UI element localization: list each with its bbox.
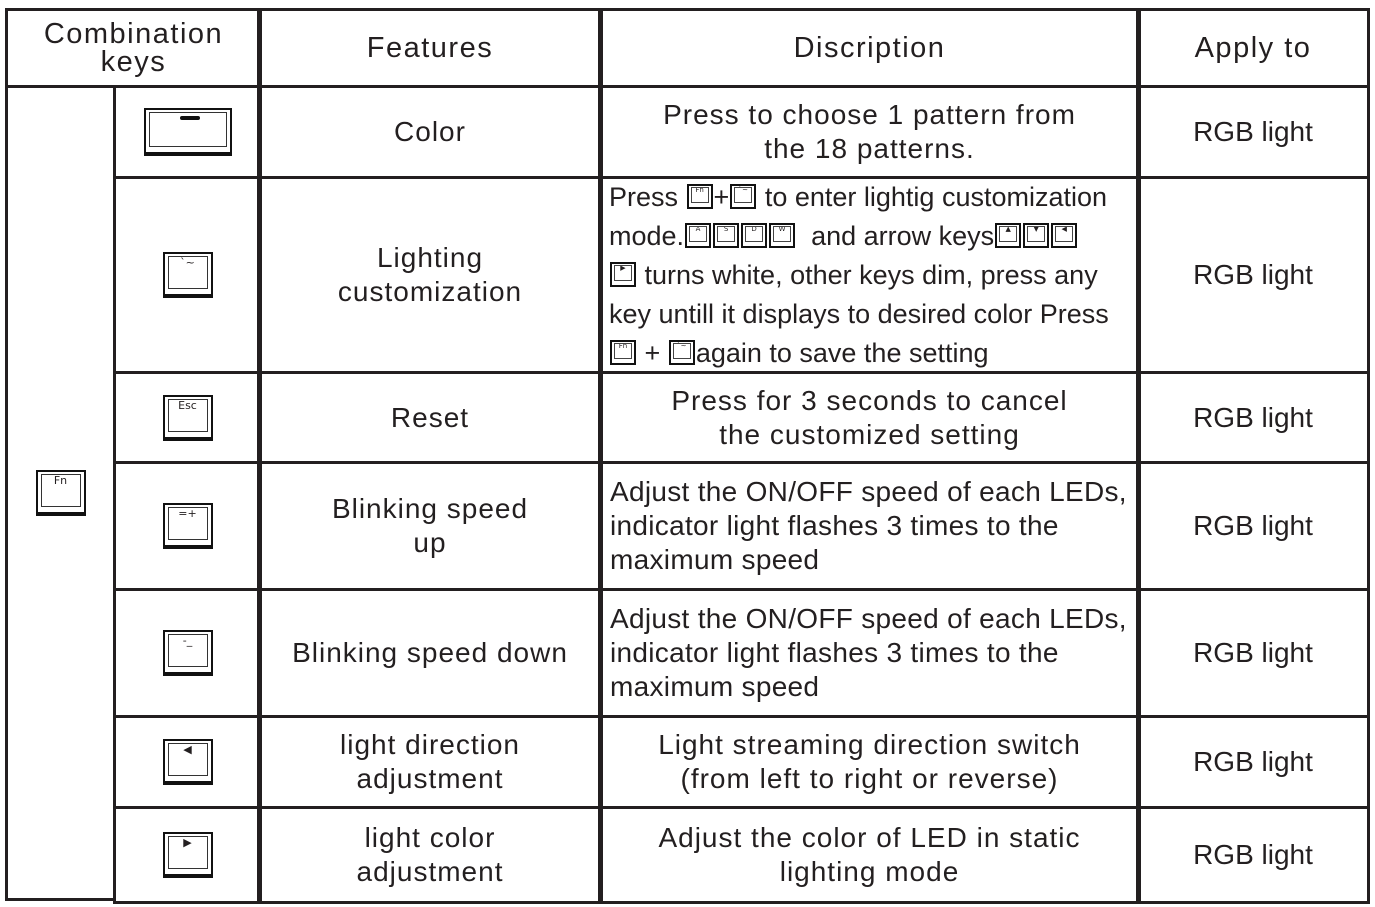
key-icon: =+ xyxy=(162,503,213,549)
combination-key-cell: ◀ xyxy=(113,715,262,809)
description-cell: Adjust the color of LED in static lighti… xyxy=(598,806,1141,904)
feature-cell: light direction adjustment xyxy=(257,715,603,809)
apply-to-cell: RGB light xyxy=(1136,371,1370,464)
description-cell: Adjust the ON/OFF speed of each LEDs, in… xyxy=(598,588,1141,718)
description-cell: Press for 3 seconds to cancel the custom… xyxy=(598,371,1141,464)
description-text: to enter lightig customization xyxy=(764,181,1108,212)
feature-cell: light color adjustment xyxy=(257,806,603,904)
combination-key-cell: =+ xyxy=(113,461,262,591)
description-text: and arrow keys xyxy=(811,220,995,251)
description-text: again to save the setting xyxy=(695,337,989,368)
feature-cell: Reset xyxy=(257,371,603,464)
header-features: Features xyxy=(257,8,603,88)
inline-key-icon: ▲ xyxy=(995,222,1022,248)
key-icon: ▶ xyxy=(162,832,213,878)
feature-cell: Lighting customization xyxy=(257,176,603,374)
description-cell: Press Fn + `~ to enter lightig customizati… xyxy=(598,176,1141,374)
key-icon: Esc xyxy=(162,394,213,441)
inline-key-icon: A xyxy=(685,222,712,248)
apply-to-cell: RGB light xyxy=(1136,715,1370,809)
combination-key-cell: ▶ xyxy=(113,806,262,904)
description-text: + xyxy=(644,337,661,368)
inline-key-icon: D xyxy=(741,222,768,248)
inline-key-icon: S xyxy=(713,222,740,248)
inline-key-icon: ◀ xyxy=(1051,222,1078,248)
inline-key-icon: ▶ xyxy=(610,261,636,287)
combination-key-cell: Esc xyxy=(113,371,262,464)
apply-to-cell: RGB light xyxy=(1136,85,1370,179)
description-cell: Light streaming direction switch (from l… xyxy=(598,715,1141,809)
description-cell: Press to choose 1 pattern from the 18 pa… xyxy=(598,85,1141,179)
fn-key-cell: Fn xyxy=(5,85,116,901)
inline-key-icon: `~ xyxy=(668,339,695,365)
key-icon: -_ xyxy=(162,630,213,676)
apply-to-cell: RGB light xyxy=(1136,588,1370,718)
space-key-icon xyxy=(143,108,232,156)
combination-key-cell: `~ xyxy=(113,176,262,374)
description-text: Press xyxy=(609,181,679,212)
description-text: key untill it displays to desired color … xyxy=(609,298,1109,329)
feature-cell: Blinking speed up xyxy=(257,461,603,591)
inline-key-icon: W xyxy=(769,222,796,248)
fn-key-icon: Fn xyxy=(35,470,86,516)
description-text: turns white, other keys dim, press any xyxy=(644,259,1098,290)
inline-key-icon: Fn xyxy=(686,183,713,209)
apply-to-cell: RGB light xyxy=(1136,176,1370,374)
description-cell: Adjust the ON/OFF speed of each LEDs, in… xyxy=(598,461,1141,591)
description-text: + xyxy=(713,181,730,212)
inline-key-icon: ▼ xyxy=(1023,222,1050,248)
feature-cell: Color xyxy=(257,85,603,179)
inline-key-icon: Fn xyxy=(610,339,636,365)
key-icon: `~ xyxy=(162,252,213,298)
key-icon: ◀ xyxy=(162,739,213,785)
apply-to-cell: RGB light xyxy=(1136,461,1370,591)
description-text: mode. xyxy=(609,220,685,251)
combination-key-cell xyxy=(113,85,262,179)
combination-key-cell: -_ xyxy=(113,588,262,718)
inline-key-icon: `~ xyxy=(730,183,757,209)
feature-cell: Blinking speed down xyxy=(257,588,603,718)
header-description: Discription xyxy=(598,8,1141,88)
header-combination-keys: Combination keys xyxy=(5,8,262,88)
header-apply-to: Apply to xyxy=(1136,8,1370,88)
apply-to-cell: RGB light xyxy=(1136,806,1370,904)
